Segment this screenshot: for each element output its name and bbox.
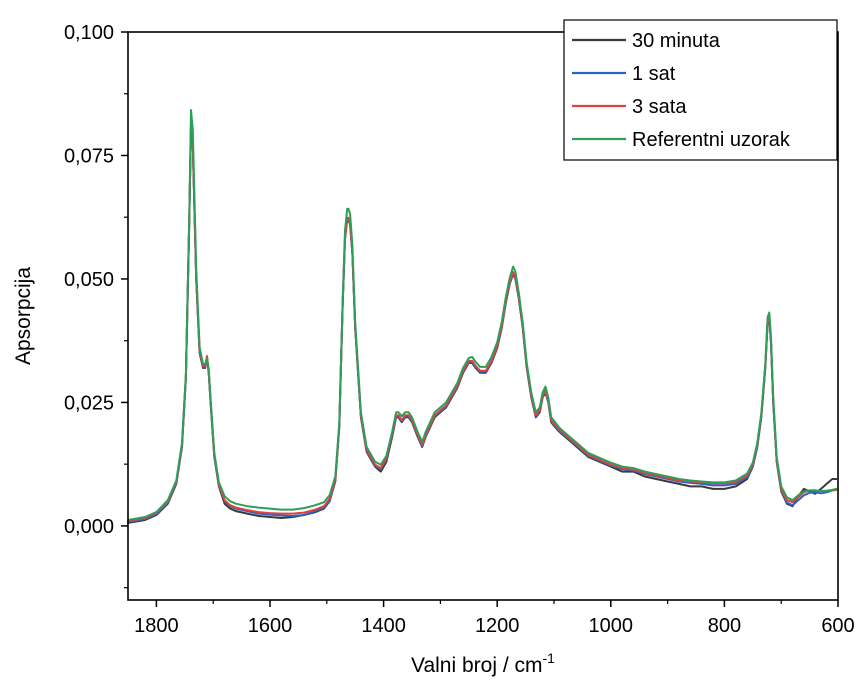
legend-label: Referentni uzorak: [632, 129, 791, 151]
y-tick-label: 0,100: [64, 22, 114, 44]
series-line-1: [127, 123, 838, 523]
x-axis-title-superscript: -1: [543, 650, 556, 666]
y-tick-label: 0,050: [64, 269, 114, 291]
legend: 30 minuta 1 sat 3 sata Referentni uzorak: [563, 19, 838, 161]
y-tick-label: 0,075: [64, 145, 114, 167]
x-axis-title-main: Valni broj / cm: [411, 654, 543, 677]
series-lines: [127, 109, 838, 524]
series-line-3: [127, 109, 838, 521]
x-tick-label: 600: [821, 615, 854, 637]
y-tick-label: 0,000: [64, 516, 114, 538]
x-tick-label: 1600: [248, 615, 293, 637]
x-axis-title: Valni broj / cm-1: [411, 650, 555, 677]
x-tick-label: 1200: [475, 615, 520, 637]
legend-label: 3 sata: [632, 96, 687, 118]
x-tick-label: 1800: [134, 615, 179, 637]
x-tick-label: 1000: [589, 615, 634, 637]
y-axis-title: Apsorpcija: [12, 267, 35, 365]
tick-labels: 1800 1600 1400 1200 1000 800 600 0,000 0,025 0,05…: [64, 22, 855, 637]
plot-frame: [127, 31, 839, 601]
x-tick-label: 800: [708, 615, 741, 637]
legend-label: 30 minuta: [632, 30, 721, 52]
x-tick-label: 1400: [361, 615, 406, 637]
legend-label: 1 sat: [632, 63, 676, 85]
series-line-0: [127, 124, 838, 524]
legend-box: [563, 19, 838, 161]
series-line-2: [127, 122, 838, 522]
y-tick-label: 0,025: [64, 392, 114, 414]
